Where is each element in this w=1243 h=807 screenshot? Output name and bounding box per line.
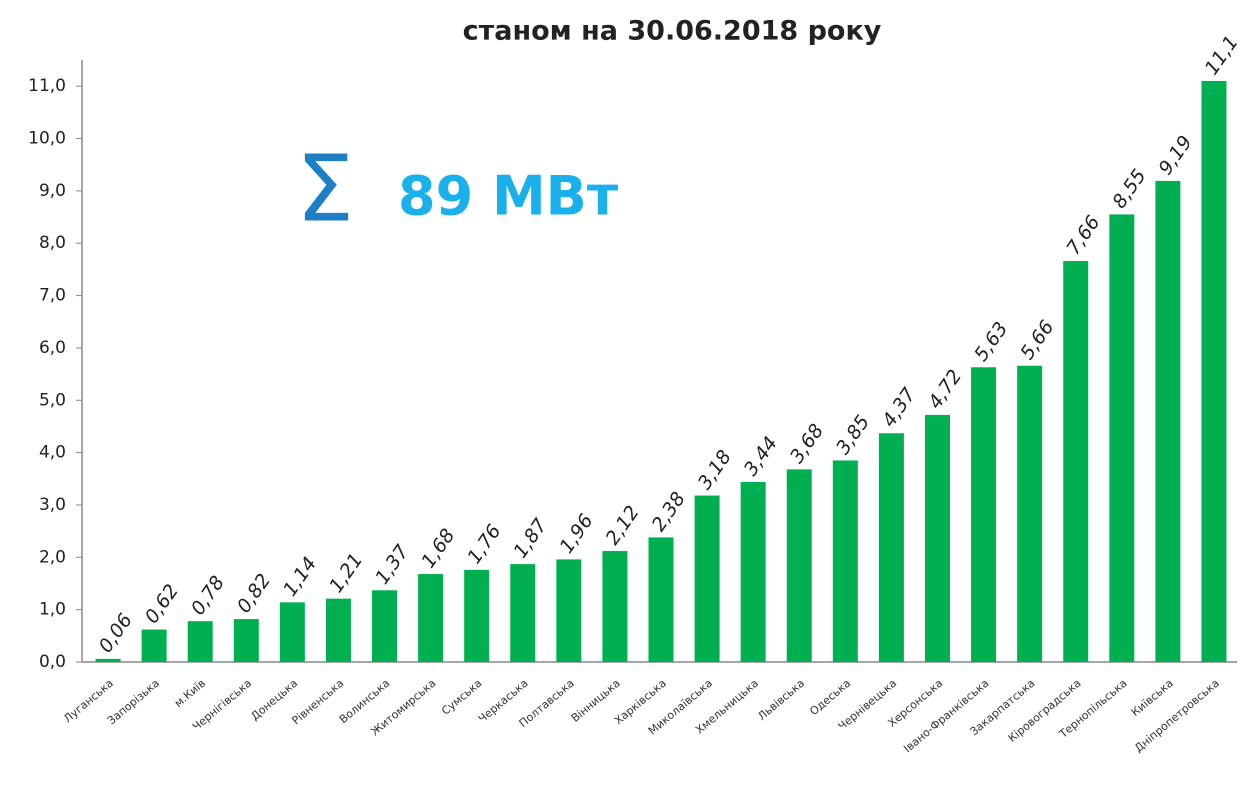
bar	[95, 658, 121, 662]
y-tick-label: 0,0	[39, 652, 66, 672]
x-tick-label: м.Київ	[172, 677, 208, 710]
value-label: 3,68	[786, 420, 828, 467]
value-label: 3,44	[740, 433, 782, 480]
bar	[141, 629, 167, 662]
bar	[786, 469, 812, 662]
bar	[878, 433, 904, 662]
value-label: 0,78	[187, 572, 229, 619]
sum-symbol: Σ	[296, 135, 354, 242]
value-label: 3,18	[694, 446, 736, 493]
bar	[1017, 365, 1043, 662]
y-tick-label: 1,0	[39, 600, 66, 620]
bar	[464, 569, 490, 662]
bar	[740, 481, 766, 662]
bar	[832, 460, 858, 662]
value-label: 1,76	[463, 521, 505, 568]
x-tick-label: Львівська	[755, 677, 807, 723]
bar	[971, 367, 997, 662]
bar	[510, 564, 536, 662]
bar	[556, 559, 582, 662]
y-tick-label: 11,0	[28, 76, 66, 96]
bar	[924, 414, 950, 662]
bar	[372, 590, 398, 662]
x-tick-label: Сумська	[439, 677, 484, 718]
sum-text: 89 МВт	[398, 165, 619, 228]
y-tick-label: 3,0	[39, 495, 66, 515]
value-label: 11,1	[1201, 32, 1243, 79]
bar	[648, 537, 674, 662]
value-label: 4,72	[924, 366, 966, 413]
bar	[418, 574, 444, 662]
value-label: 4,37	[878, 384, 920, 431]
x-tick-label: Одеська	[807, 677, 853, 718]
x-tick-label: Київська	[1129, 677, 1176, 719]
bar	[694, 495, 720, 662]
value-label: 5,66	[1016, 316, 1058, 363]
value-label: 3,85	[832, 411, 874, 458]
bar	[1109, 214, 1135, 662]
value-label: 2,38	[648, 488, 690, 535]
bar	[325, 598, 351, 662]
y-tick-label: 9,0	[39, 181, 66, 201]
chart-title: станом на 30.06.2018 року	[463, 16, 882, 47]
bar	[1201, 80, 1227, 662]
y-tick-label: 5,0	[39, 390, 66, 410]
y-tick-label: 4,0	[39, 443, 66, 463]
value-label: 7,66	[1062, 212, 1104, 259]
y-tick-label: 10,0	[28, 129, 66, 149]
value-label: 1,68	[417, 525, 459, 572]
value-label: 0,06	[95, 610, 137, 657]
value-label: 9,19	[1154, 132, 1196, 179]
bar	[1063, 261, 1089, 662]
bar	[279, 602, 305, 662]
value-label: 0,82	[233, 570, 275, 617]
x-tick-label: Івано-Франківська	[901, 677, 991, 756]
value-label: 1,14	[279, 553, 321, 600]
value-label: 5,63	[970, 318, 1012, 365]
y-tick-label: 2,0	[39, 547, 66, 567]
value-label: 1,96	[555, 510, 597, 557]
value-label: 1,37	[371, 541, 413, 588]
y-tick-label: 6,0	[39, 338, 66, 358]
bar	[602, 551, 628, 662]
value-label: 1,21	[325, 549, 367, 596]
value-label: 0,62	[141, 580, 183, 627]
y-tick-label: 8,0	[39, 233, 66, 253]
value-label: 2,12	[601, 502, 643, 549]
value-label: 8,55	[1108, 165, 1150, 212]
bar	[187, 621, 213, 662]
bar	[233, 619, 259, 662]
y-tick-label: 7,0	[39, 286, 66, 306]
value-label: 1,87	[509, 515, 551, 562]
x-tick-label: Дніпропетровська	[1132, 677, 1222, 755]
bar	[1155, 180, 1181, 663]
